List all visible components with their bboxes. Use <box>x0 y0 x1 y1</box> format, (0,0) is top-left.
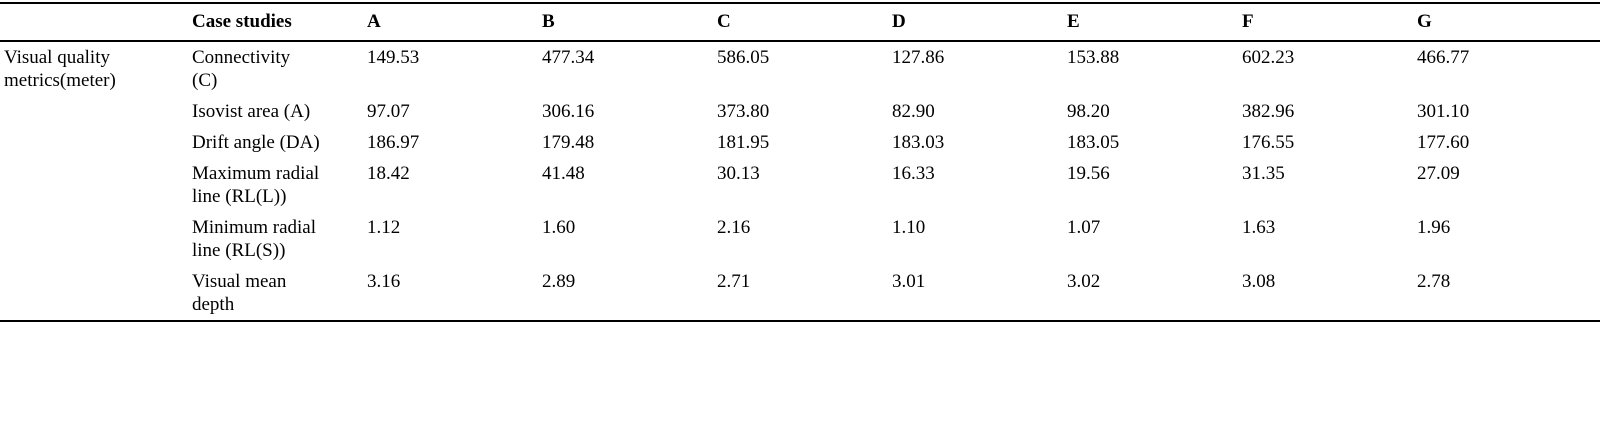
row-label-cell: Drift angle (DA) <box>188 127 363 158</box>
value-cell: 2.78 <box>1417 271 1451 292</box>
value-cell: 382.96 <box>1242 101 1295 122</box>
table-body: Visual quality metrics(meter) Connectivit… <box>0 41 1600 321</box>
value-cell: 466.77 <box>1417 47 1470 68</box>
value-cell: 3.08 <box>1242 271 1276 292</box>
value-cell: 179.48 <box>542 132 595 153</box>
value-cell: 2.89 <box>542 271 576 292</box>
value-cell: 177.60 <box>1417 132 1470 153</box>
value-cell: 477.34 <box>542 47 595 68</box>
table-row: Drift angle (DA) 186.97 179.48 181.95 183.03… <box>0 127 1600 158</box>
row-label: Connectivity (C) <box>192 47 291 91</box>
header-cell <box>0 3 188 41</box>
value-cell: 18.42 <box>367 163 410 184</box>
value-cell: 3.02 <box>1067 271 1101 292</box>
row-label-cell: Minimum radial line (RL(S)) <box>188 212 363 266</box>
value-cell: 602.23 <box>1242 47 1295 68</box>
value-cell: 176.55 <box>1242 132 1295 153</box>
value-cell: 183.05 <box>1067 132 1120 153</box>
table-row: Maximum radial line (RL(L)) 18.42 41.48 30.… <box>0 158 1600 212</box>
value-cell: 186.97 <box>367 132 420 153</box>
value-cell: 306.16 <box>542 101 595 122</box>
value-cell: 97.07 <box>367 101 410 122</box>
header-cell: C <box>717 11 731 32</box>
header-cell: A <box>367 11 381 32</box>
table-row: Minimum radial line (RL(S)) 1.12 1.60 2.16 1… <box>0 212 1600 266</box>
value-cell: 30.13 <box>717 163 760 184</box>
value-cell: 3.01 <box>892 271 926 292</box>
row-label-cell: Maximum radial line (RL(L)) <box>188 158 363 212</box>
row-label: Minimum radial line (RL(S)) <box>192 217 317 261</box>
table-row: Isovist area (A) 97.07 306.16 373.80 82.90 98… <box>0 96 1600 127</box>
group-label: Visual quality metrics(meter) <box>4 47 116 91</box>
header-cell: B <box>542 11 555 32</box>
value-cell: 31.35 <box>1242 163 1285 184</box>
value-cell: 1.07 <box>1067 217 1101 238</box>
header-cell: Case studies <box>192 11 292 32</box>
value-cell: 181.95 <box>717 132 770 153</box>
value-cell: 1.12 <box>367 217 401 238</box>
value-cell: 1.10 <box>892 217 926 238</box>
value-cell: 27.09 <box>1417 163 1460 184</box>
value-cell: 1.63 <box>1242 217 1276 238</box>
row-label-cell: Visual mean depth <box>188 266 363 321</box>
value-cell: 82.90 <box>892 101 935 122</box>
row-label: Maximum radial line (RL(L)) <box>192 163 320 207</box>
header-cell: E <box>1067 11 1080 32</box>
header-cell: D <box>892 11 906 32</box>
row-label-cell: Isovist area (A) <box>188 96 363 127</box>
value-cell: 183.03 <box>892 132 945 153</box>
value-cell: 586.05 <box>717 47 770 68</box>
header-cell: G <box>1417 11 1432 32</box>
value-cell: 149.53 <box>367 47 420 68</box>
data-table: Case studies A B C D E F G Visual quality metr… <box>0 2 1600 322</box>
value-cell: 2.71 <box>717 271 751 292</box>
table-row: Visual mean depth 3.16 2.89 2.71 3.01 3.02 3.0… <box>0 266 1600 321</box>
value-cell: 16.33 <box>892 163 935 184</box>
value-cell: 2.16 <box>717 217 751 238</box>
row-label: Drift angle (DA) <box>192 132 320 153</box>
table-header: Case studies A B C D E F G <box>0 3 1600 41</box>
value-cell: 41.48 <box>542 163 585 184</box>
value-cell: 153.88 <box>1067 47 1120 68</box>
row-label-cell: Connectivity (C) <box>188 41 363 96</box>
value-cell: 1.60 <box>542 217 576 238</box>
header-row: Case studies A B C D E F G <box>0 3 1600 41</box>
value-cell: 19.56 <box>1067 163 1110 184</box>
group-cell: Visual quality metrics(meter) <box>0 41 188 321</box>
value-cell: 1.96 <box>1417 217 1451 238</box>
value-cell: 3.16 <box>367 271 401 292</box>
value-cell: 373.80 <box>717 101 770 122</box>
value-cell: 127.86 <box>892 47 945 68</box>
table-row: Visual quality metrics(meter) Connectivit… <box>0 41 1600 96</box>
value-cell: 301.10 <box>1417 101 1470 122</box>
header-cell: F <box>1242 11 1254 32</box>
row-label: Isovist area (A) <box>192 101 311 122</box>
value-cell: 98.20 <box>1067 101 1110 122</box>
row-label: Visual mean depth <box>192 271 287 315</box>
